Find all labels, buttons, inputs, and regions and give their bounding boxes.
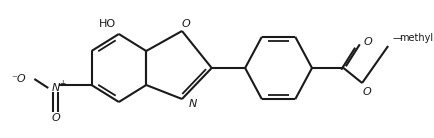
Text: N: N [52,83,60,93]
Text: ⁻O: ⁻O [11,74,26,84]
Text: O: O [182,19,191,29]
Text: O: O [362,87,371,97]
Text: O: O [364,37,373,47]
Text: —: — [393,33,402,43]
Text: methyl: methyl [399,33,434,43]
Text: +: + [59,79,66,88]
Text: N: N [188,99,197,109]
Text: HO: HO [99,19,116,29]
Text: O: O [51,113,60,123]
